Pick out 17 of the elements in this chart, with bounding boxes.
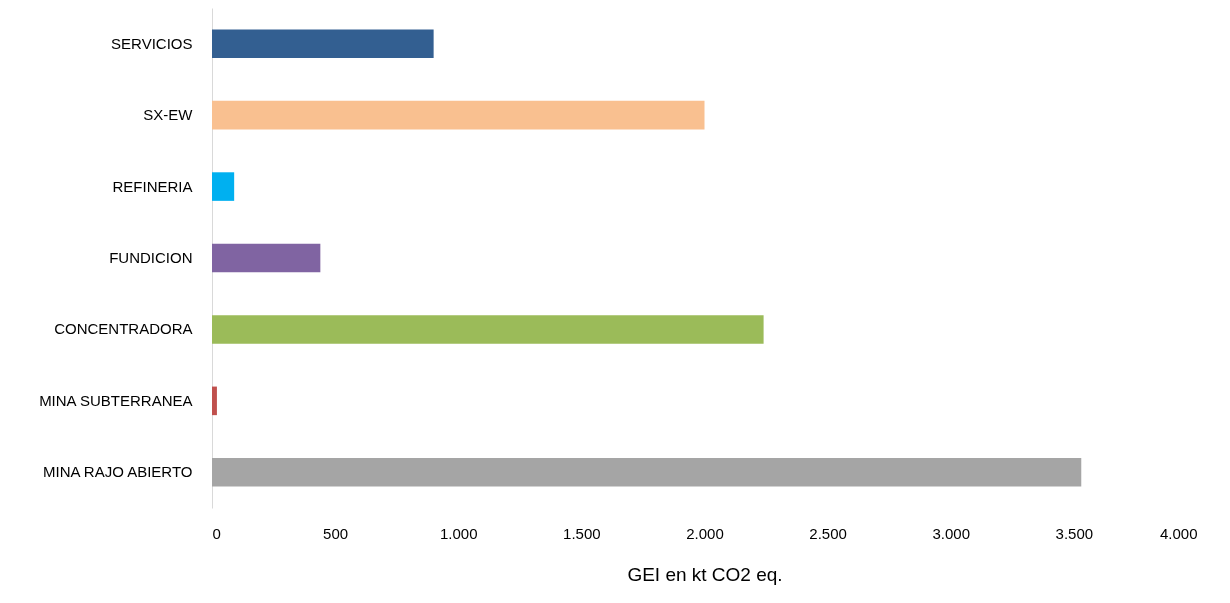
y-tick-label: MINA SUBTERRANEA: [39, 391, 193, 409]
y-tick-label: FUNDICION: [109, 249, 193, 266]
x-tick-label: 4.000: [1159, 524, 1198, 542]
y-tick-label: REFINERIA: [112, 177, 193, 195]
x-tick-label: 1.500: [563, 524, 601, 542]
x-tick-label: 2.500: [809, 524, 847, 542]
x-tick-label: 1.000: [439, 524, 478, 542]
x-tick-label: 0: [212, 524, 221, 542]
y-tick-label: CONCENTRADORA: [54, 320, 193, 338]
y-tick-label: SX-EW: [143, 106, 194, 124]
y-tick-label: MINA RAJO ABIERTO: [43, 463, 193, 481]
x-axis-title: GEI en kt CO2 eq.: [627, 563, 783, 585]
y-tick-label: SERVICIOS: [111, 34, 193, 52]
x-tick-label: 500: [323, 524, 349, 542]
x-tick-label: 3.500: [1055, 524, 1094, 542]
x-tick-label: 2.000: [686, 524, 724, 542]
x-tick-label: 3.000: [932, 524, 971, 542]
